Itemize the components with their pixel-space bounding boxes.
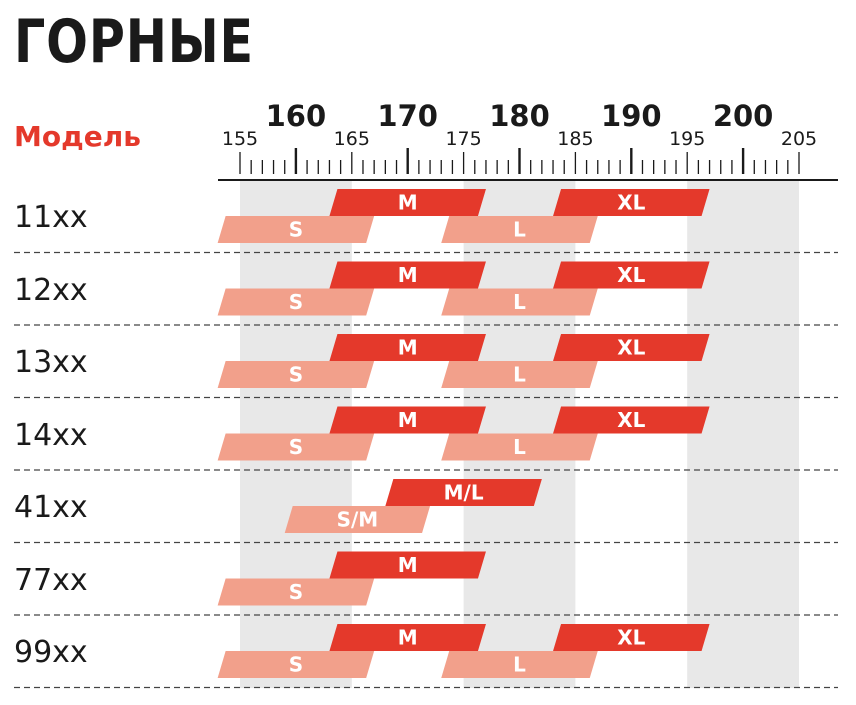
model-name: 99xx [14,635,88,670]
size-label: XL [617,336,645,360]
size-bar [329,261,486,289]
model-column-header: Модель [14,120,141,153]
major-tick-label: 160 [266,99,327,133]
size-bar [553,624,710,651]
size-label: M [398,553,418,577]
minor-tick-label: 185 [557,128,593,150]
size-bar [441,361,598,388]
size-label: XL [617,263,645,287]
size-bar [553,189,710,216]
minor-tick-label: 175 [445,128,481,150]
size-bar [441,216,598,243]
size-bar [217,361,375,388]
size-bar [329,551,486,579]
minor-tick-label: 165 [334,128,370,150]
size-label: L [513,218,526,242]
size-bar [217,651,375,678]
size-bar [385,479,542,506]
model-name: 41xx [14,490,88,525]
size-bar [441,651,598,678]
size-bar [441,288,598,316]
size-bar [329,624,486,651]
size-label: S [289,363,303,387]
size-label: M [398,336,418,360]
size-bar [217,433,375,461]
major-tick-label: 190 [601,99,662,133]
size-bar [284,506,431,533]
size-bar [553,406,710,434]
major-tick-label: 170 [377,99,438,133]
size-label: M [398,408,418,432]
model-name: 11xx [14,200,88,235]
model-name: 13xx [14,345,88,380]
model-name: 12xx [14,272,88,308]
major-tick-label: 200 [713,99,774,133]
size-bar [217,578,375,606]
size-bar [329,189,486,216]
size-label: S/M [337,508,379,532]
size-label: M [398,263,418,287]
size-label: L [513,290,526,314]
size-label: XL [617,408,645,432]
size-label: S [289,580,303,604]
size-label: XL [617,191,645,215]
minor-tick-label: 155 [222,128,258,150]
page-title: ГОРНЫЕ [14,7,254,77]
size-label: M [398,191,418,215]
size-label: M [398,626,418,650]
size-label: S [289,435,303,459]
size-label: L [513,653,526,677]
size-label: S [289,653,303,677]
size-bar [217,288,375,316]
size-bar [441,433,598,461]
size-bar [329,406,486,434]
minor-tick-label: 195 [669,128,705,150]
model-name: 77xx [14,562,88,598]
size-label: S [289,290,303,314]
size-bar [553,261,710,289]
model-name: 14xx [14,417,88,453]
shaded-band [687,180,799,688]
size-label: M/L [444,481,484,505]
size-bar [329,334,486,361]
size-label: L [513,363,526,387]
size-label: L [513,435,526,459]
size-label: XL [617,626,645,650]
major-tick-label: 180 [489,99,550,133]
minor-tick-label: 205 [781,128,817,150]
size-bar [553,334,710,361]
size-bar [217,216,375,243]
size-label: S [289,218,303,242]
